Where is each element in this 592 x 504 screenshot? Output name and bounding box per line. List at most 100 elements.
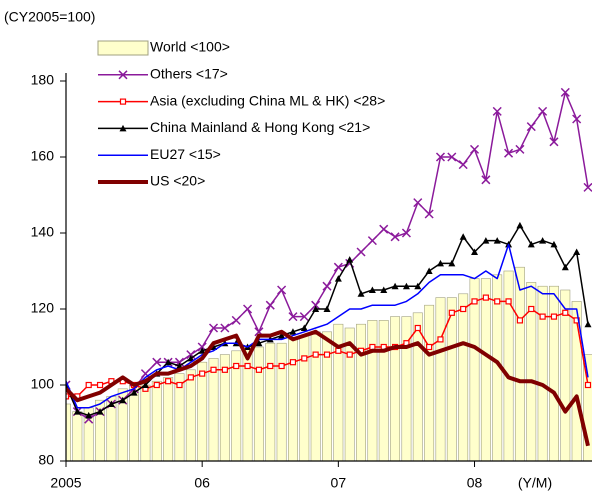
marker [278,362,285,370]
marker [368,286,376,293]
marker [300,324,308,331]
legend-swatch [97,40,149,56]
marker [448,309,455,316]
marker [414,282,422,290]
legend-label: China Mainland & Hong Kong <21> [150,119,370,135]
bar [537,285,548,462]
marker [493,237,501,244]
marker [471,248,479,255]
marker [539,237,547,244]
bar [265,342,276,462]
marker [516,317,524,324]
marker [187,374,194,381]
marker [413,198,423,208]
marker [289,359,297,366]
marker [481,175,491,185]
marker [549,137,559,147]
marker [277,285,287,295]
legend-label: Others <17> [150,66,228,82]
marker [550,313,558,320]
marker [562,309,569,316]
y-tick-label: 160 [31,148,55,164]
line-series [66,329,590,447]
marker [515,144,525,154]
marker [458,160,468,170]
marker [448,259,456,267]
marker [176,381,183,389]
marker [334,275,342,282]
marker [426,343,433,351]
marker [323,351,331,358]
marker [289,328,297,335]
marker [323,305,331,312]
line-series [66,243,589,409]
bar [197,361,208,462]
marker [322,281,332,291]
marker [482,237,490,244]
marker [504,148,514,158]
marker [425,267,433,274]
marker [583,182,592,192]
marker [573,248,581,255]
marker [584,320,592,328]
y-tick-label: 180 [31,72,55,88]
marker [516,221,524,229]
legend-label: EU27 <15> [150,146,221,162]
marker [550,240,558,248]
marker [369,343,376,351]
marker [436,259,444,267]
bar [310,331,321,462]
legend: World <100> Others <17> Asia (excluding Ch… [97,39,385,189]
bar [367,320,378,462]
marker [584,381,592,389]
marker [528,305,535,313]
bar [208,358,219,462]
marker [301,355,308,362]
marker [84,414,94,424]
marker [255,366,263,373]
marker [435,152,446,162]
marker [165,378,172,385]
bar [151,380,162,462]
marker [561,263,569,271]
marker [460,305,467,313]
marker [208,323,219,333]
marker [471,298,478,305]
legend-marker [119,124,127,132]
marker [380,286,388,293]
x-tick-label: 06 [194,475,210,491]
marker [199,370,206,377]
axes: 80 100 120 140 160 180 2005 06 07 08 (Y/M) [31,72,592,491]
marker [265,300,275,310]
bar [140,384,151,462]
legend-label: World <100> [150,39,230,55]
marker [401,228,411,238]
marker [130,389,138,396]
marker [85,381,92,389]
marker [119,396,127,404]
marker [424,209,434,219]
legend-label: Asia (excluding China ML & HK) <28> [150,92,385,108]
marker [572,114,582,124]
bar [469,278,480,462]
y-tick-label: 120 [31,300,55,316]
marker [459,233,467,240]
marker [231,315,241,325]
marker [73,408,81,415]
marker [288,312,298,322]
bar [299,335,310,462]
bar [378,320,389,462]
marker [244,362,251,370]
bar [435,297,446,462]
marker [312,305,320,312]
marker [437,336,444,343]
y-tick-label: 80 [38,452,54,468]
bar [288,339,298,462]
bar [458,293,469,462]
marker [379,224,389,234]
marker [141,381,149,388]
marker [66,393,70,400]
legend-marker [119,98,127,105]
marker [187,354,195,362]
marker [526,122,536,132]
